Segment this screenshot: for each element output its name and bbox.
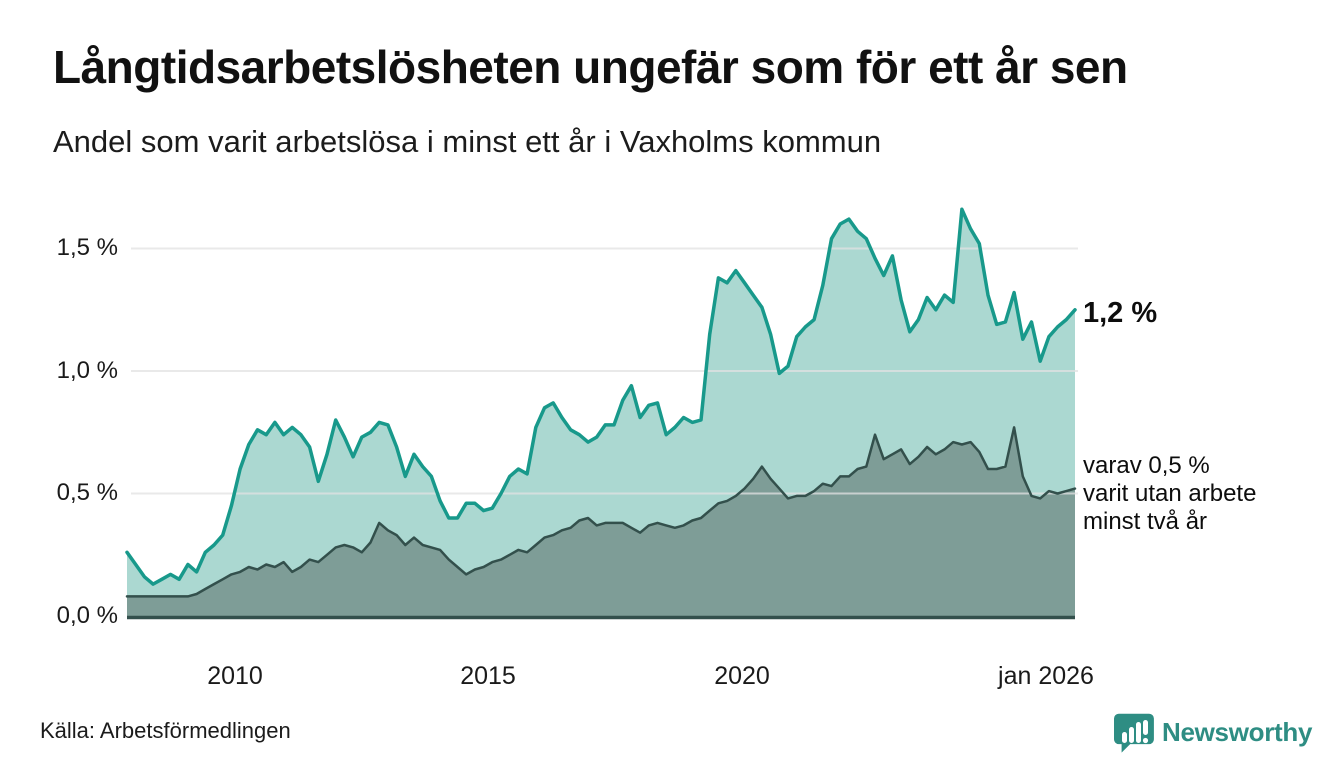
source-attribution: Källa: Arbetsförmedlingen xyxy=(40,718,291,743)
y-tick-15: 1,5 % xyxy=(56,234,118,261)
gridlines xyxy=(131,247,1078,495)
x-tick-2020: 2020 xyxy=(714,662,770,690)
annotation-line-3: minst två år xyxy=(1083,508,1208,535)
annotation-line-2: varit utan arbete xyxy=(1083,480,1257,507)
page-subtitle: Andel som varit arbetslösa i minst ett å… xyxy=(53,124,882,159)
series-fills xyxy=(127,209,1075,617)
x-tick-jan2026: jan 2026 xyxy=(998,662,1094,690)
newsworthy-logo: Newsworthy xyxy=(1114,706,1314,758)
y-tick-05: 0,5 % xyxy=(56,479,118,506)
series-fill-1 xyxy=(127,427,1075,616)
series-line-0 xyxy=(125,207,1077,586)
newsworthy-logo-icon xyxy=(1114,713,1154,753)
series-line-1 xyxy=(125,426,1077,598)
y-tick-10: 1,0 % xyxy=(56,357,118,384)
series-lines xyxy=(125,207,1077,598)
series2-end-value-label: varav 0,5 % varit utan arbete minst två … xyxy=(1083,452,1256,536)
x-tick-2010: 2010 xyxy=(207,662,263,690)
page-title: Långtidsarbetslösheten ungefär som för e… xyxy=(53,41,1128,93)
annotation-line-1: varav 0,5 % xyxy=(1083,452,1210,479)
series1-end-value-label: 1,2 % xyxy=(1083,297,1158,329)
newsworthy-logo-text: Newsworthy xyxy=(1162,716,1313,747)
x-tick-2015: 2015 xyxy=(460,662,516,690)
y-tick-0: 0,0 % xyxy=(56,602,118,629)
